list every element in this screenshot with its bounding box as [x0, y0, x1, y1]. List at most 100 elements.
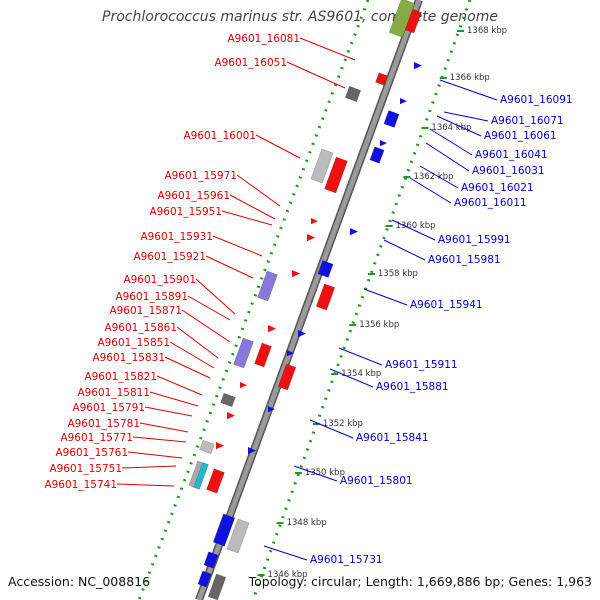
gene-block-purple	[233, 337, 254, 369]
reverse-gene-arrow	[248, 447, 256, 455]
forward-gene-label[interactable]: A9601_15761	[55, 447, 128, 459]
forward-gene-label[interactable]: A9601_15891	[115, 291, 188, 303]
reverse-gene-label[interactable]: A9601_16031	[472, 165, 545, 177]
gene-block-gray-light	[199, 439, 215, 455]
tick-label: 1358 kbp	[378, 269, 418, 279]
reverse-gene-label[interactable]: A9601_15981	[428, 254, 501, 266]
forward-gene-label[interactable]: A9601_15831	[92, 352, 165, 364]
forward-gene-label[interactable]: A9601_15971	[164, 170, 237, 182]
reverse-gene-block	[212, 513, 236, 547]
reverse-gene-block	[383, 110, 400, 128]
forward-label-connector	[139, 422, 189, 433]
reverse-gene-arrow	[298, 330, 306, 338]
forward-gene-label[interactable]: A9601_15961	[157, 190, 230, 202]
forward-label-connector	[164, 356, 211, 379]
reverse-label-connector	[338, 347, 383, 366]
tick-label: 1350 kbp	[305, 468, 345, 478]
forward-label-connector	[121, 465, 177, 469]
forward-gene-label[interactable]: A9601_16051	[214, 57, 287, 69]
reverse-label-connector	[383, 239, 426, 261]
reverse-label-connector	[293, 465, 338, 482]
gene-block-gray	[344, 85, 362, 103]
forward-label-connector	[156, 375, 203, 396]
tick-label: 1366 kbp	[450, 73, 490, 83]
forward-gene-arrow	[240, 382, 247, 389]
forward-gene-label[interactable]: A9601_16081	[227, 33, 300, 45]
forward-gene-label[interactable]: A9601_15781	[67, 418, 140, 430]
tick-label: 1368 kbp	[467, 26, 507, 36]
forward-label-connector	[187, 295, 231, 321]
reverse-gene-label[interactable]: A9601_16011	[454, 197, 527, 209]
reverse-label-connector	[419, 165, 459, 189]
forward-gene-label[interactable]: A9601_16001	[183, 130, 256, 142]
reverse-gene-label[interactable]: A9601_15731	[310, 554, 383, 566]
forward-gene-label[interactable]: A9601_15791	[72, 402, 145, 414]
forward-gene-label[interactable]: A9601_15741	[44, 479, 117, 491]
forward-gene-label[interactable]: A9601_15931	[140, 231, 213, 243]
forward-label-connector	[299, 37, 356, 61]
reverse-label-connector	[436, 115, 482, 137]
forward-label-connector	[205, 255, 254, 279]
forward-gene-arrow	[307, 234, 315, 242]
gene-labels: A9601_16081 A9601_16051 A9601_16001 A9601_1…	[44, 33, 572, 566]
forward-gene-label[interactable]: A9601_15851	[97, 337, 170, 349]
forward-gene-label[interactable]: A9601_15871	[109, 305, 182, 317]
forward-label-connector	[212, 235, 263, 257]
reverse-gene-label[interactable]: A9601_15881	[376, 381, 449, 393]
forward-label-connector	[132, 436, 187, 443]
reverse-label-connector	[429, 128, 473, 156]
reverse-label-connector	[425, 142, 470, 172]
reverse-label-connector	[309, 419, 354, 439]
tick-label: 1364 kbp	[431, 123, 471, 133]
forward-gene-label[interactable]: A9601_15951	[149, 206, 222, 218]
forward-gene-label[interactable]: A9601_15901	[123, 274, 196, 286]
tick-label: 1348 kbp	[287, 518, 327, 528]
forward-gene-block	[254, 342, 272, 368]
forward-label-connector	[116, 483, 175, 487]
forward-gene-label[interactable]: A9601_15751	[49, 463, 122, 475]
forward-gene-label[interactable]: A9601_15771	[60, 432, 133, 444]
reverse-gene-label[interactable]: A9601_15991	[438, 234, 511, 246]
forward-label-connector	[236, 174, 281, 207]
forward-label-connector	[195, 278, 236, 315]
gene-block-gray	[207, 573, 227, 600]
gene-features	[188, 0, 422, 600]
reverse-label-connector	[439, 79, 498, 101]
reverse-label-connector	[443, 111, 489, 122]
forward-gene-label[interactable]: A9601_15921	[133, 251, 206, 263]
gene-block-purple	[257, 270, 278, 302]
reverse-gene-arrow	[287, 350, 294, 357]
forward-label-connector	[229, 194, 276, 220]
reverse-gene-label[interactable]: A9601_15911	[385, 359, 458, 371]
tick-label: 1354 kbp	[341, 369, 381, 379]
reverse-gene-label[interactable]: A9601_15841	[356, 432, 429, 444]
genome-summary-text: Topology: circular; Length: 1,669,886 bp…	[248, 574, 592, 589]
forward-gene-block	[206, 468, 225, 494]
forward-gene-block	[324, 156, 348, 194]
forward-gene-label[interactable]: A9601_15861	[104, 322, 177, 334]
reverse-gene-label[interactable]: A9601_16071	[491, 115, 564, 127]
reverse-gene-block	[369, 146, 385, 164]
reverse-gene-label[interactable]: A9601_16021	[461, 182, 534, 194]
genome-backbone	[196, 0, 422, 600]
reverse-gene-block	[203, 551, 219, 569]
gene-block-green	[388, 0, 416, 38]
tick-marks: 1346 kbp 1348 kbp 1350 kbp 1352 kbp 1354 kbp…	[257, 26, 507, 580]
forward-gene-label[interactable]: A9601_15811	[77, 387, 150, 399]
reverse-gene-label[interactable]: A9601_16091	[500, 94, 573, 106]
reverse-label-connector	[363, 288, 408, 306]
forward-label-connector	[144, 406, 193, 417]
tick-label: 1360 kbp	[396, 221, 436, 231]
reverse-gene-label[interactable]: A9601_15941	[410, 299, 483, 311]
forward-gene-label[interactable]: A9601_15821	[84, 371, 157, 383]
gene-block-gray	[220, 392, 236, 408]
reverse-label-connector	[263, 545, 308, 561]
gene-block-gray-light	[310, 148, 334, 184]
reverse-gene-label[interactable]: A9601_15801	[340, 475, 413, 487]
outer-dotted-track-right	[251, 0, 472, 600]
forward-gene-arrow	[227, 412, 235, 420]
reverse-gene-label[interactable]: A9601_16041	[475, 149, 548, 161]
reverse-gene-label[interactable]: A9601_16061	[484, 130, 557, 142]
